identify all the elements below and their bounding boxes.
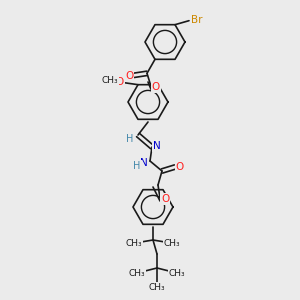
Text: O: O [116,77,124,87]
Text: O: O [176,162,184,172]
Text: CH₃: CH₃ [129,268,145,278]
Text: N: N [153,141,161,151]
Text: CH₃: CH₃ [164,238,180,247]
Text: H: H [133,161,141,171]
Text: O: O [125,71,133,81]
Text: CH₃: CH₃ [149,284,165,292]
Text: O: O [152,82,160,92]
Text: CH₃: CH₃ [102,76,118,85]
Text: Br: Br [191,15,203,25]
Text: CH₃: CH₃ [126,238,142,247]
Text: N: N [140,158,148,168]
Text: CH₃: CH₃ [169,268,185,278]
Text: O: O [161,194,169,204]
Text: H: H [126,134,134,144]
